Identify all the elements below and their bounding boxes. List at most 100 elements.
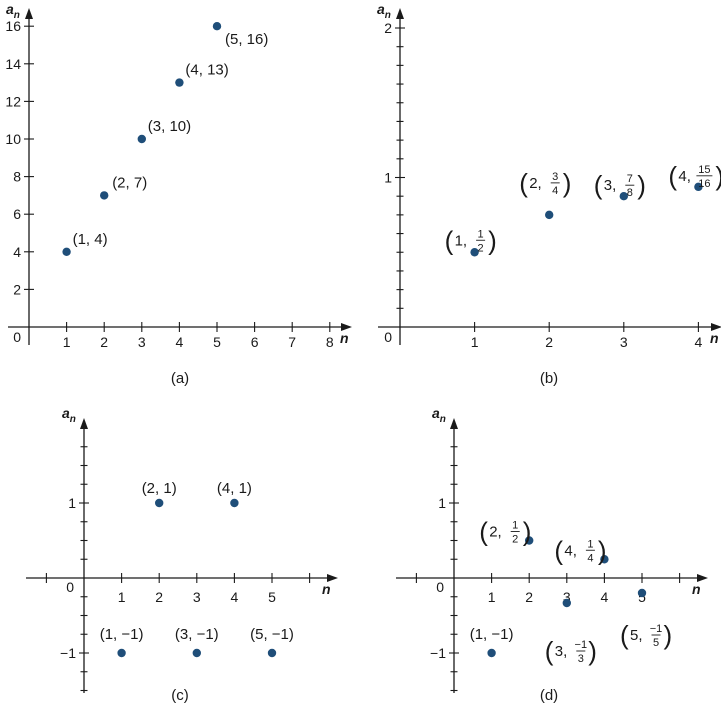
x-axis-label: n	[322, 581, 331, 597]
label-paren-left: (	[479, 517, 488, 547]
x-tick-label: 3	[193, 589, 201, 605]
label-numerator: 1	[512, 520, 518, 532]
x-axis-arrow	[697, 574, 708, 582]
point-label: (2, 1)	[142, 480, 177, 497]
point-label: (4, 13)	[185, 62, 228, 79]
point-label: (4, 1)	[217, 480, 252, 497]
origin-label: 0	[384, 329, 392, 345]
x-axis-arrow	[327, 574, 338, 582]
y-tick-label: 1	[384, 170, 392, 186]
panel-caption: (a)	[171, 370, 189, 387]
x-axis-arrow	[711, 323, 721, 331]
x-tick-label: 2	[155, 589, 163, 605]
data-point	[212, 22, 222, 31]
x-axis-label: n	[340, 330, 349, 346]
data-point	[117, 648, 126, 658]
y-tick-label: 2	[13, 281, 21, 297]
y-tick-label: 6	[13, 206, 21, 222]
label-paren-left: (	[445, 225, 454, 255]
origin-label: 0	[66, 579, 74, 595]
x-tick-label: 7	[288, 334, 296, 350]
x-axis-label: n	[710, 330, 719, 346]
point-label: (5, −1 5)	[620, 620, 672, 650]
label-paren-left: (	[545, 636, 554, 666]
label-denominator: 2	[512, 534, 518, 546]
y-tick-label: 16	[5, 18, 21, 34]
point-label: (5, 16)	[225, 31, 268, 48]
y-tick-label: 14	[5, 56, 21, 72]
point-label: (4, 1 4)	[554, 535, 606, 565]
y-axis-label: an	[432, 405, 446, 425]
y-tick-label: 8	[13, 169, 21, 185]
x-tick-label: 4	[601, 589, 609, 605]
label-paren-right: )	[563, 168, 572, 198]
y-tick-label: 12	[5, 93, 21, 109]
data-point	[525, 536, 534, 545]
point-label: (4, 15 16)	[668, 161, 721, 191]
label-paren-right: )	[523, 517, 532, 547]
point-label: (1, −1)	[470, 626, 514, 643]
data-point	[267, 648, 277, 658]
label-paren-right: )	[598, 535, 607, 565]
y-tick-label: 2	[384, 20, 392, 36]
point-label: (1, −1)	[100, 626, 144, 643]
label-numerator: 1	[587, 538, 593, 550]
x-tick-label: 5	[268, 589, 276, 605]
x-tick-label: 1	[118, 589, 126, 605]
label-numerator: 7	[627, 173, 633, 185]
y-axis-label: an	[62, 405, 76, 425]
data-point	[62, 247, 71, 256]
label-denominator: 4	[587, 552, 593, 564]
data-point	[619, 191, 628, 201]
data-point	[487, 648, 496, 658]
y-axis-label: an	[377, 1, 391, 21]
label-n-value: 4,	[564, 542, 577, 559]
label-n-value: 4,	[678, 168, 691, 185]
point-label: (5, −1)	[250, 626, 294, 643]
point-label: (3, 10)	[148, 118, 191, 135]
data-point	[175, 78, 184, 87]
x-axis-label: n	[692, 581, 701, 597]
point-label: (1, 1 2)	[445, 225, 497, 255]
label-numerator: 15	[698, 164, 710, 176]
label-numerator: −1	[650, 623, 663, 635]
data-point	[230, 498, 239, 508]
x-axis-arrow	[341, 323, 352, 331]
label-n-value: 2,	[529, 175, 542, 192]
point-label: (2, 1 2)	[479, 517, 531, 547]
label-denominator: 5	[653, 637, 659, 649]
panel-caption: (b)	[540, 370, 558, 387]
panel-caption: (c)	[171, 687, 189, 704]
y-axis-arrow	[25, 8, 33, 19]
label-denominator: 8	[627, 187, 633, 199]
label-paren-right: )	[664, 620, 673, 650]
data-point	[155, 498, 164, 508]
point-label: (3, −1)	[175, 626, 219, 643]
label-numerator: 3	[552, 171, 558, 183]
x-tick-label: 4	[176, 334, 184, 350]
label-paren-left: (	[519, 168, 528, 198]
data-point	[637, 588, 647, 598]
label-n-value: 3,	[604, 177, 617, 194]
label-n-value: 1,	[455, 232, 468, 249]
y-axis-arrow	[450, 418, 458, 429]
data-point	[562, 598, 571, 608]
origin-label: 0	[436, 579, 444, 595]
y-tick-label: 4	[13, 244, 21, 260]
label-paren-right: )	[588, 636, 597, 666]
x-tick-label: 3	[620, 334, 628, 350]
x-tick-label: 8	[326, 334, 334, 350]
origin-label: 0	[13, 329, 21, 345]
label-numerator: −1	[575, 639, 588, 651]
y-tick-label: −1	[430, 645, 446, 661]
data-point	[694, 182, 703, 192]
label-n-value: 2,	[489, 524, 502, 541]
label-paren-right: )	[637, 170, 646, 200]
y-tick-label: 1	[438, 495, 446, 511]
x-tick-label: 1	[488, 589, 496, 605]
label-paren-right: )	[715, 161, 721, 191]
data-point	[545, 210, 554, 220]
